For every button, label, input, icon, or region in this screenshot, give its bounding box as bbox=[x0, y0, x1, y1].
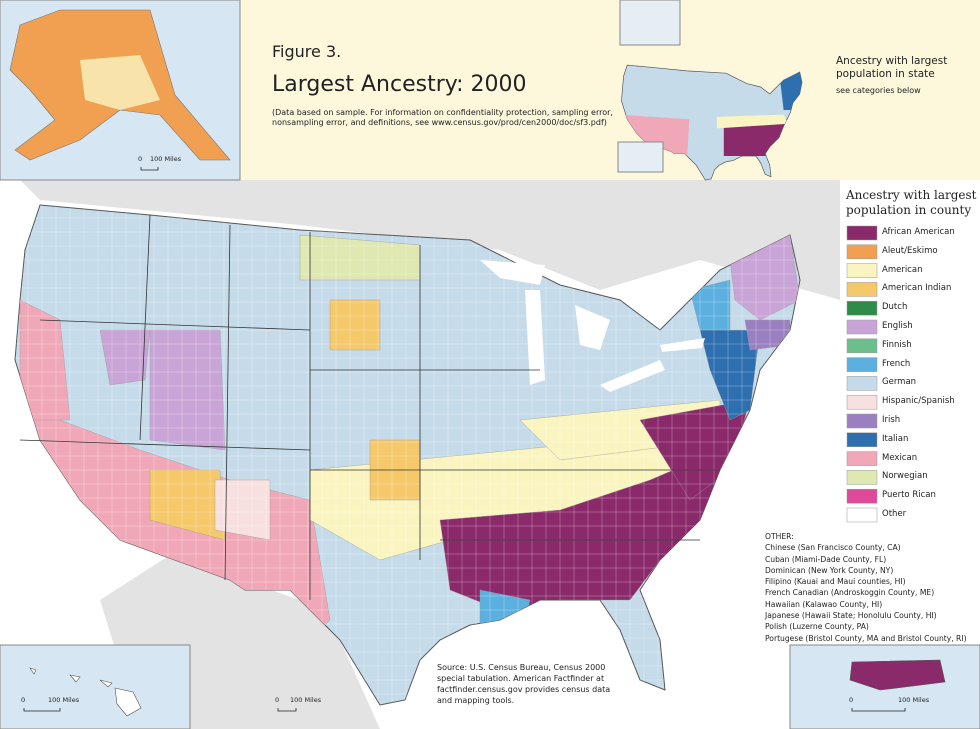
source-note: Source: U.S. Census Bureau, Census 2000 … bbox=[437, 663, 611, 705]
legend-label: Dutch bbox=[882, 302, 908, 313]
legend-swatch bbox=[846, 488, 878, 504]
legend-swatch bbox=[846, 413, 878, 429]
hawaii-inset bbox=[0, 644, 191, 729]
legend-swatch bbox=[846, 319, 878, 335]
legend-label: Finnish bbox=[882, 339, 912, 350]
legend-label: American bbox=[882, 264, 923, 275]
scale-label: 100 Miles bbox=[150, 155, 182, 163]
legend-swatch bbox=[846, 470, 878, 485]
scale-label: 100 Miles bbox=[898, 696, 930, 704]
puerto-rico bbox=[849, 659, 946, 691]
figure-number: Figure 3. bbox=[272, 42, 342, 61]
other-item: Cuban (Miami-Dade County, FL) bbox=[765, 554, 887, 564]
legend-swatch bbox=[846, 357, 878, 372]
scale-zero: 0 bbox=[21, 696, 26, 704]
legend-swatch bbox=[846, 300, 878, 316]
other-item: Dominican (New York County, NY) bbox=[765, 565, 894, 575]
scale-zero: 0 bbox=[275, 696, 280, 704]
other-item: Hawaiian (Kalawao County, HI) bbox=[765, 599, 883, 609]
legend-swatch bbox=[846, 376, 878, 391]
legend-swatch bbox=[846, 394, 878, 410]
legend-swatch bbox=[846, 244, 878, 260]
lake-ontario bbox=[660, 338, 705, 352]
lake-superior bbox=[480, 260, 545, 285]
other-item: Chinese (San Francisco County, CA) bbox=[765, 543, 901, 553]
legend-label: Puerto Rican bbox=[882, 490, 936, 501]
alaska-american bbox=[80, 55, 160, 110]
legend-label: Irish bbox=[882, 415, 901, 425]
legend-label: German bbox=[882, 377, 917, 388]
other-title: OTHER: bbox=[765, 532, 794, 541]
other-item: French Canadian (Androskoggin County, ME… bbox=[765, 588, 935, 598]
other-item: Polish (Luzerne County, PA) bbox=[765, 622, 869, 632]
legend-label: Other bbox=[882, 509, 907, 519]
legend-swatch bbox=[846, 338, 878, 354]
legend-label: Norwegian bbox=[882, 471, 928, 482]
legend-label: Italian bbox=[882, 433, 909, 444]
scale-label: 100 Miles bbox=[290, 696, 322, 704]
legend-swatch bbox=[846, 451, 878, 466]
legend-swatch bbox=[846, 263, 878, 278]
legend-swatch bbox=[846, 225, 878, 241]
scale-lines bbox=[23, 167, 906, 712]
map-title: Largest Ancestry: 2000 bbox=[272, 72, 527, 97]
scale-label: 100 Miles bbox=[48, 696, 80, 704]
ancestry-region bbox=[214, 479, 271, 541]
legend-label: English bbox=[882, 321, 913, 331]
state-alaska-inset bbox=[619, 0, 681, 46]
state-borders bbox=[19, 214, 720, 600]
state-inset-subtitle: see categories below bbox=[836, 86, 921, 95]
ancestry-region bbox=[149, 329, 226, 451]
legend-label: Mexican bbox=[882, 452, 918, 463]
other-item: Japanese (Hawaii State; Honolulu County,… bbox=[765, 611, 937, 621]
lake-erie bbox=[600, 360, 665, 392]
state-inset-title: Ancestry with largest population in stat… bbox=[836, 55, 948, 80]
hawaii-islands bbox=[29, 667, 142, 717]
other-item: Filipino (Kauai and Maui counties, HI) bbox=[765, 577, 906, 587]
legend-label: Aleut/Eskimo bbox=[882, 245, 938, 256]
state-hawaii-inset bbox=[617, 141, 664, 173]
legend-swatch bbox=[846, 282, 878, 297]
data-note: (Data based on sample. For information o… bbox=[272, 108, 613, 127]
other-list: OTHER: Chinese (San Francisco County, CA… bbox=[765, 531, 980, 644]
legend-swatch bbox=[846, 432, 878, 448]
legend-label: American Indian bbox=[882, 283, 952, 294]
other-item: Portugese (Bristol County, MA and Bristo… bbox=[765, 633, 967, 643]
legend-swatch bbox=[846, 507, 878, 523]
ancestry-region bbox=[329, 299, 381, 351]
legend-title: Ancestry with largest population in coun… bbox=[846, 188, 977, 217]
legend-label: Hispanic/Spanish bbox=[882, 396, 955, 407]
scale-zero: 0 bbox=[849, 696, 854, 704]
legend-label: African American bbox=[882, 227, 955, 237]
scale-zero: 0 bbox=[138, 155, 143, 163]
lake-michigan bbox=[525, 290, 545, 385]
lake-huron bbox=[575, 305, 610, 350]
legend-label: French bbox=[882, 358, 911, 369]
